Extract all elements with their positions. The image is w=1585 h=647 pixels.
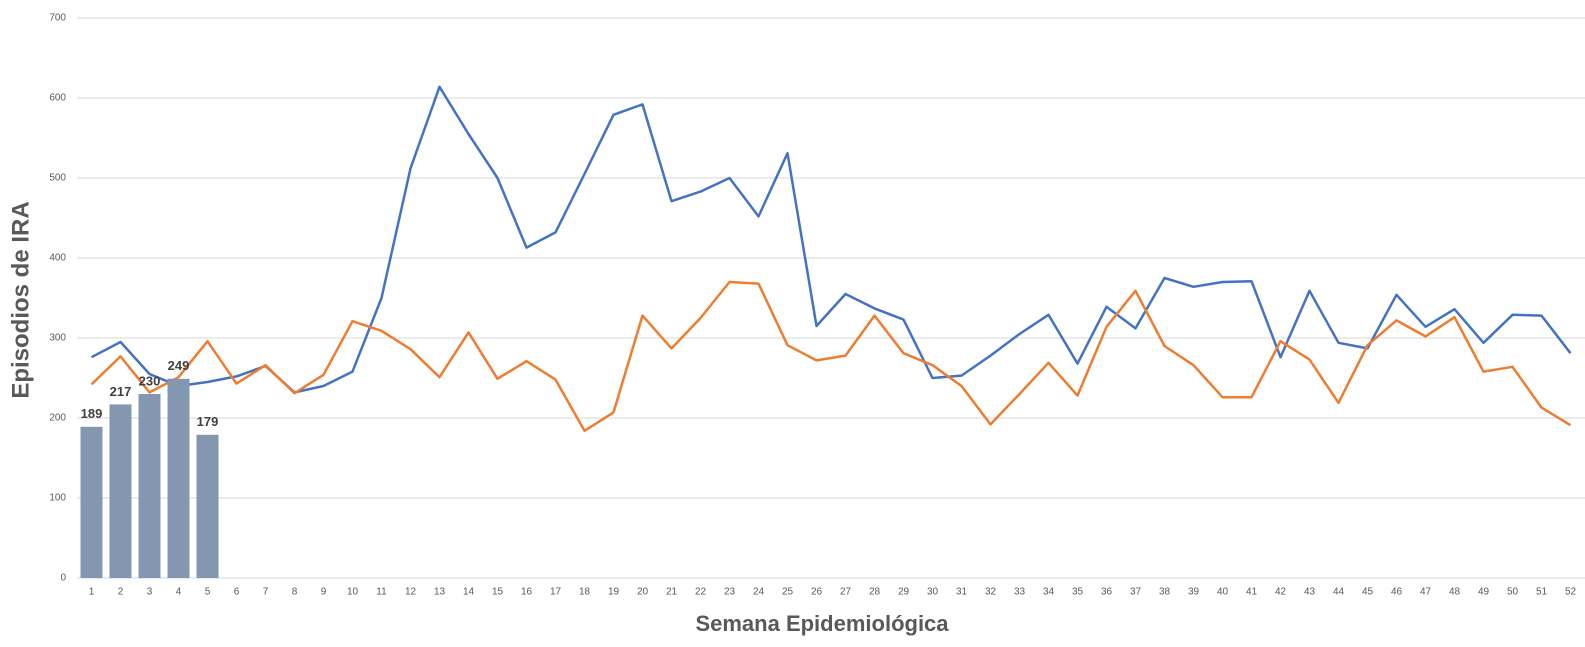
x-tick-label: 47 — [1420, 587, 1432, 598]
x-tick-label: 5 — [205, 587, 211, 598]
x-tick-label: 10 — [347, 587, 359, 598]
bar — [196, 434, 219, 578]
line — [90, 85, 1572, 394]
x-tick-label: 18 — [579, 587, 591, 598]
x-tick-label: 3 — [147, 587, 153, 598]
value-label: 179 — [197, 414, 219, 429]
x-tick-label: 19 — [608, 587, 620, 598]
x-tick-label: 37 — [1130, 587, 1142, 598]
x-tick-label: 45 — [1362, 587, 1374, 598]
x-tick-label: 22 — [695, 587, 707, 598]
x-tick-label: 36 — [1101, 587, 1113, 598]
x-tick-label: 21 — [666, 587, 678, 598]
x-tick-label: 4 — [176, 587, 182, 598]
x-tick-label: 41 — [1246, 587, 1258, 598]
bar — [167, 378, 190, 578]
y-tick-label: 0 — [60, 573, 66, 584]
y-tick-label: 300 — [49, 333, 66, 344]
y-tick-label: 700 — [49, 13, 66, 24]
x-tick-label: 17 — [550, 587, 562, 598]
x-tick-label: 35 — [1072, 587, 1084, 598]
bar — [138, 394, 161, 578]
x-axis-title: Semana Epidemiológica — [695, 611, 949, 636]
x-tick-label: 8 — [292, 587, 298, 598]
x-tick-label: 39 — [1188, 587, 1200, 598]
x-tick-label: 51 — [1536, 587, 1548, 598]
x-tick-label: 2 — [118, 587, 124, 598]
x-tick-label: 9 — [321, 587, 327, 598]
x-tick-label: 46 — [1391, 587, 1403, 598]
x-tick-label: 1 — [89, 587, 95, 598]
x-tick-label: 42 — [1275, 587, 1287, 598]
y-tick-label: 500 — [49, 173, 66, 184]
x-tick-label: 34 — [1043, 587, 1055, 598]
y-tick-label: 200 — [49, 413, 66, 424]
x-tick-label: 30 — [927, 587, 939, 598]
value-label: 217 — [110, 384, 132, 399]
x-tick-label: 24 — [753, 587, 765, 598]
x-tick-label: 38 — [1159, 587, 1171, 598]
value-label: 249 — [168, 358, 190, 373]
x-tick-label: 49 — [1478, 587, 1490, 598]
x-tick-label: 14 — [463, 587, 475, 598]
x-tick-label: 44 — [1333, 587, 1345, 598]
bar — [109, 404, 132, 578]
x-tick-label: 16 — [521, 587, 533, 598]
x-tick-label: 12 — [405, 587, 417, 598]
x-tick-label: 7 — [263, 587, 269, 598]
x-tick-label: 50 — [1507, 587, 1519, 598]
x-tick-label: 32 — [985, 587, 997, 598]
x-tick-label: 20 — [637, 587, 649, 598]
x-tick-label: 13 — [434, 587, 446, 598]
y-tick-label: 100 — [49, 493, 66, 504]
x-tick-label: 48 — [1449, 587, 1461, 598]
x-tick-label: 52 — [1565, 587, 1577, 598]
x-tick-label: 31 — [956, 587, 968, 598]
x-tick-label: 15 — [492, 587, 504, 598]
x-tick-label: 43 — [1304, 587, 1316, 598]
value-label: 230 — [139, 373, 161, 388]
x-tick-label: 28 — [869, 587, 881, 598]
line — [90, 280, 1572, 433]
x-tick-label: 27 — [840, 587, 852, 598]
y-axis-title: Episodios de IRA — [7, 201, 34, 398]
x-tick-label: 40 — [1217, 587, 1229, 598]
x-tick-label: 25 — [782, 587, 794, 598]
x-tick-label: 29 — [898, 587, 910, 598]
value-label: 189 — [81, 406, 103, 421]
bar — [80, 426, 103, 578]
y-tick-label: 400 — [49, 253, 66, 264]
x-tick-label: 11 — [376, 587, 387, 598]
y-tick-label: 600 — [49, 93, 66, 104]
x-tick-label: 23 — [724, 587, 736, 598]
x-tick-label: 33 — [1014, 587, 1026, 598]
x-tick-label: 26 — [811, 587, 823, 598]
x-tick-label: 6 — [234, 587, 240, 598]
